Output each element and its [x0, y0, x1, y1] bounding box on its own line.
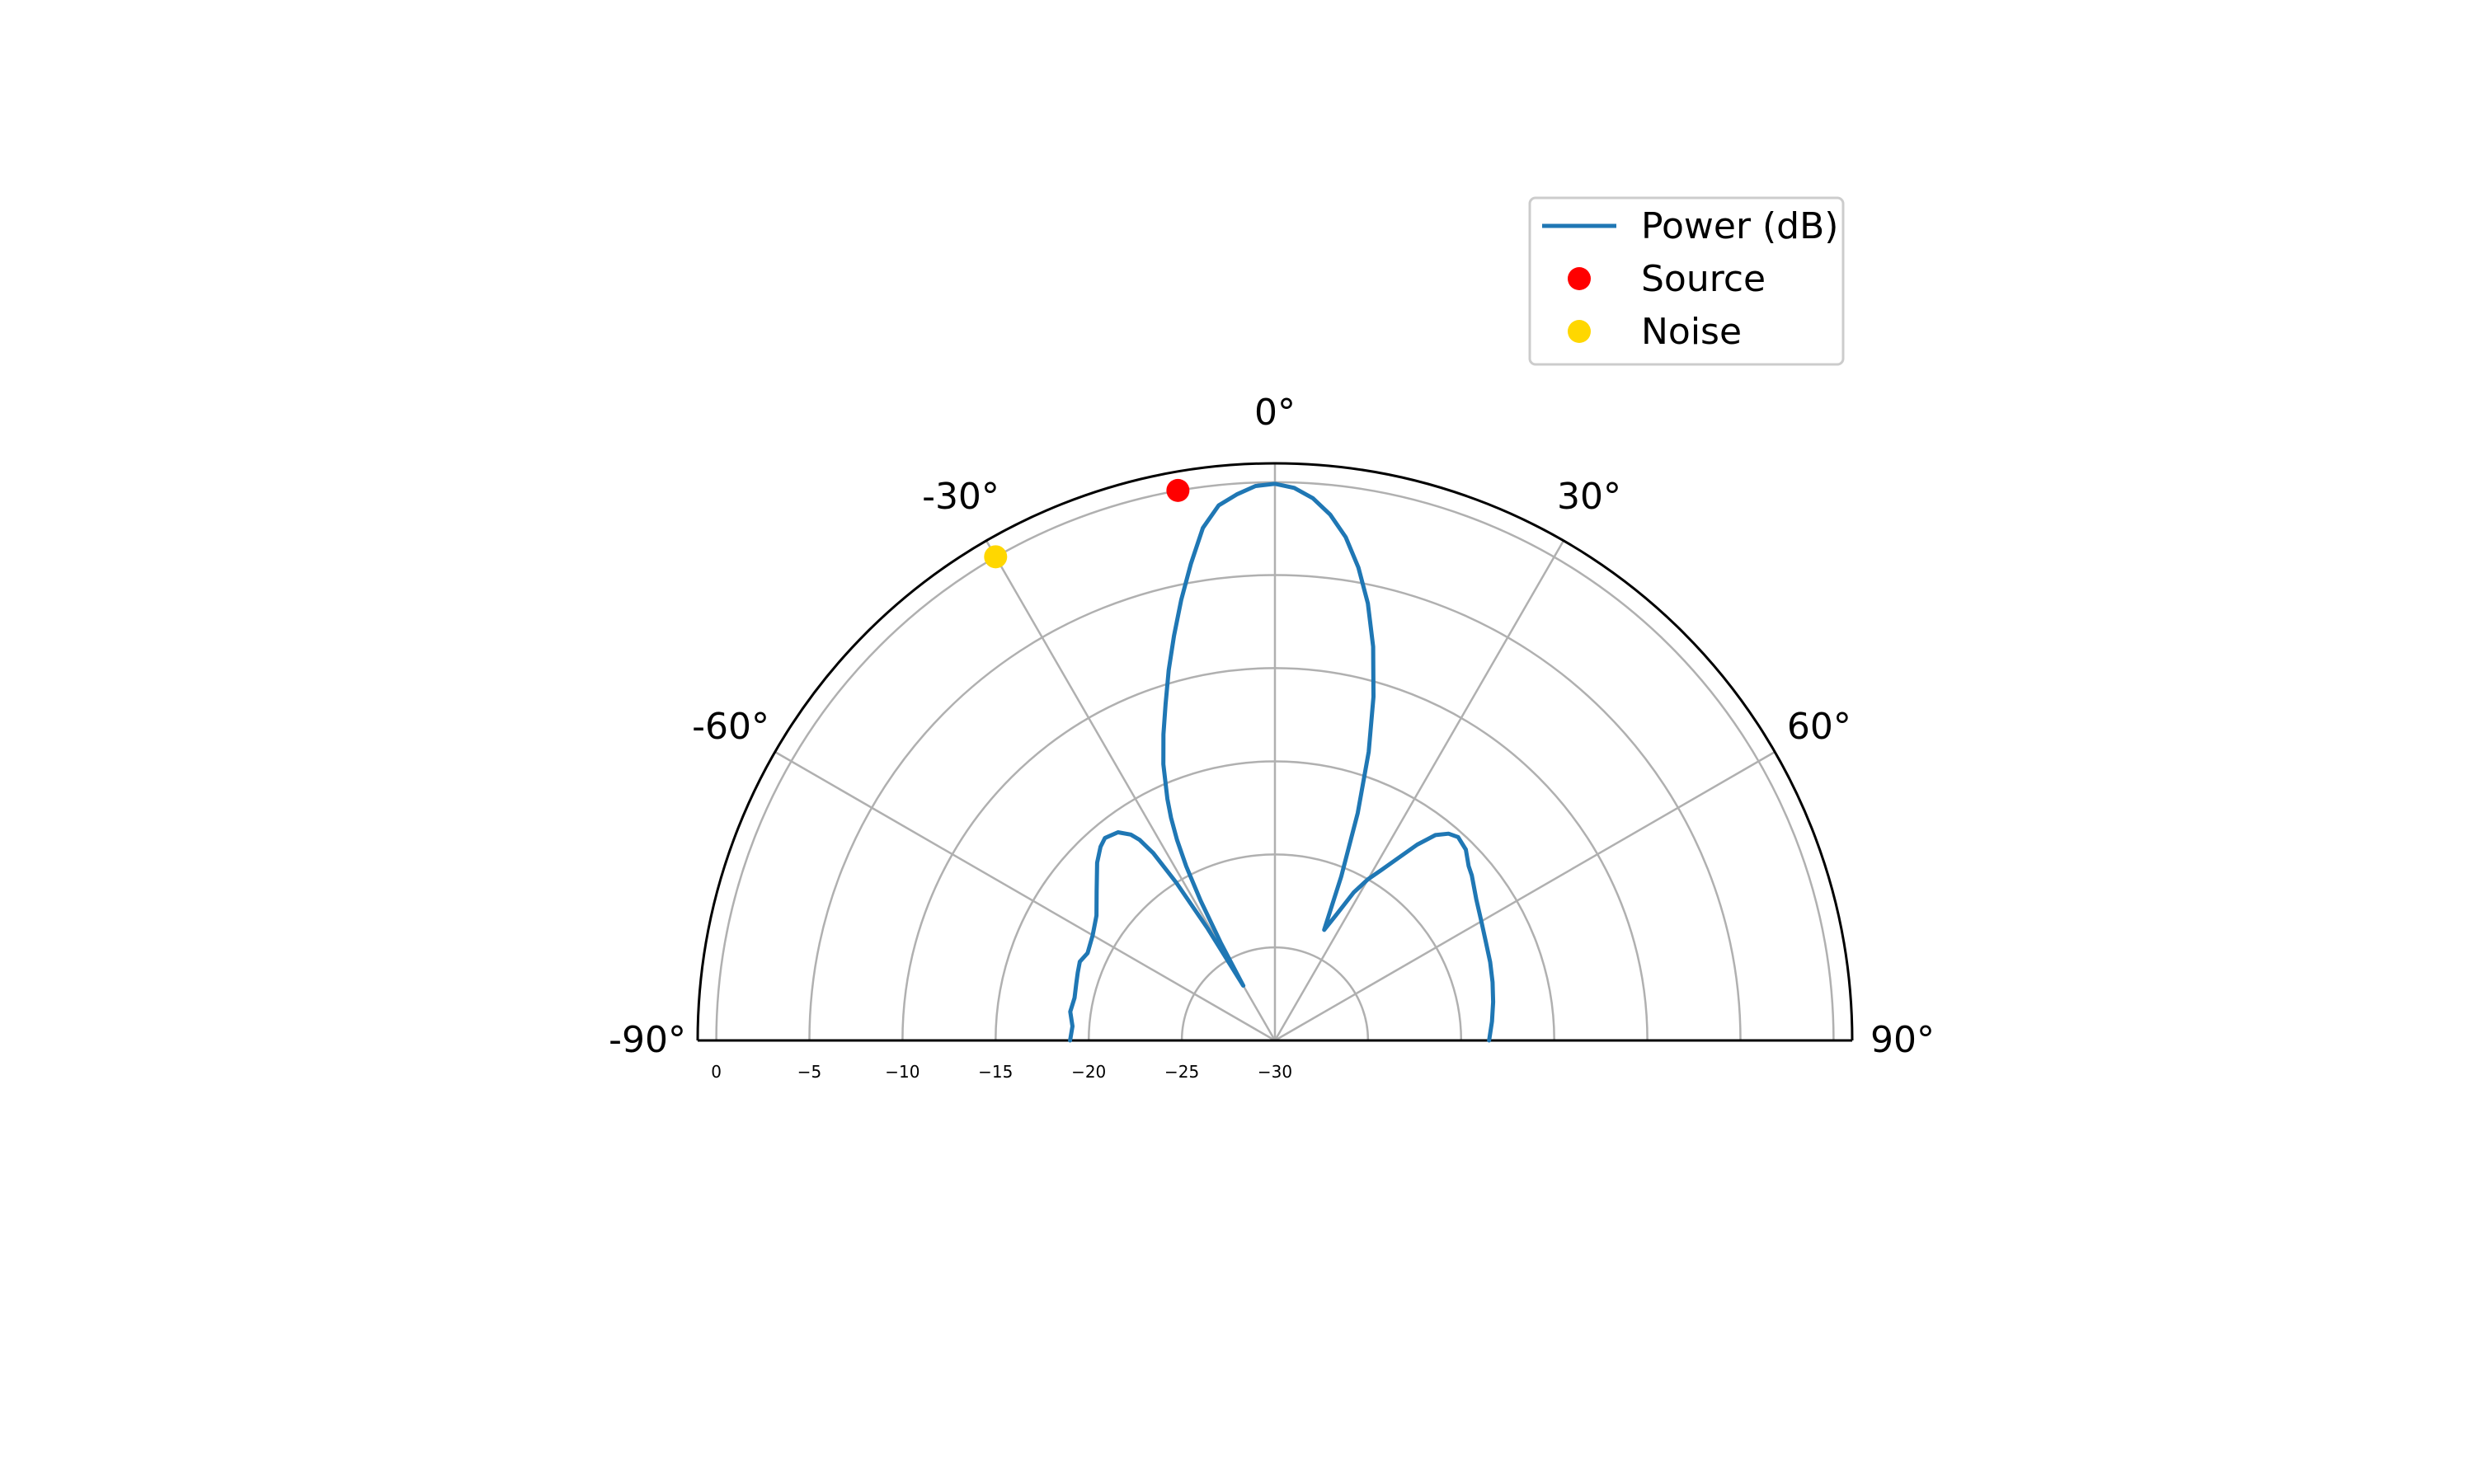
- radial-tick-label: −10: [885, 1062, 920, 1082]
- angular-gridline: [1274, 750, 1776, 1042]
- angle-tick-label: 0°: [1254, 392, 1296, 434]
- noise-marker: [984, 545, 1008, 569]
- legend-swatch-marker: [1568, 320, 1591, 343]
- angle-tick-label: 90°: [1870, 1019, 1935, 1061]
- angular-gridline: [774, 750, 1276, 1042]
- polar-frame-arc: [696, 462, 1854, 1041]
- angle-tick-label: 60°: [1787, 706, 1851, 748]
- angle-tick-label: -90°: [609, 1019, 686, 1061]
- radial-tick-label: −25: [1164, 1062, 1199, 1082]
- angle-tick-label: -60°: [692, 706, 769, 748]
- radial-tick-label: −30: [1258, 1062, 1292, 1082]
- angle-tick-label: -30°: [922, 476, 999, 518]
- angular-gridline: [1273, 540, 1565, 1041]
- legend-label: Power (dB): [1641, 205, 1838, 247]
- power-series-line: [1068, 481, 1496, 1043]
- legend-label: Noise: [1641, 311, 1742, 353]
- radial-tick-label: −20: [1071, 1062, 1106, 1082]
- radial-tick-label: −5: [797, 1062, 821, 1082]
- source-marker: [1166, 478, 1190, 502]
- radial-tick-label: 0: [711, 1062, 722, 1082]
- angle-tick-label: 30°: [1557, 476, 1621, 518]
- radial-tick-label: −15: [978, 1062, 1013, 1082]
- legend-box: [1528, 196, 1845, 366]
- legend-swatch-marker: [1568, 267, 1591, 290]
- legend-label: Source: [1641, 258, 1766, 300]
